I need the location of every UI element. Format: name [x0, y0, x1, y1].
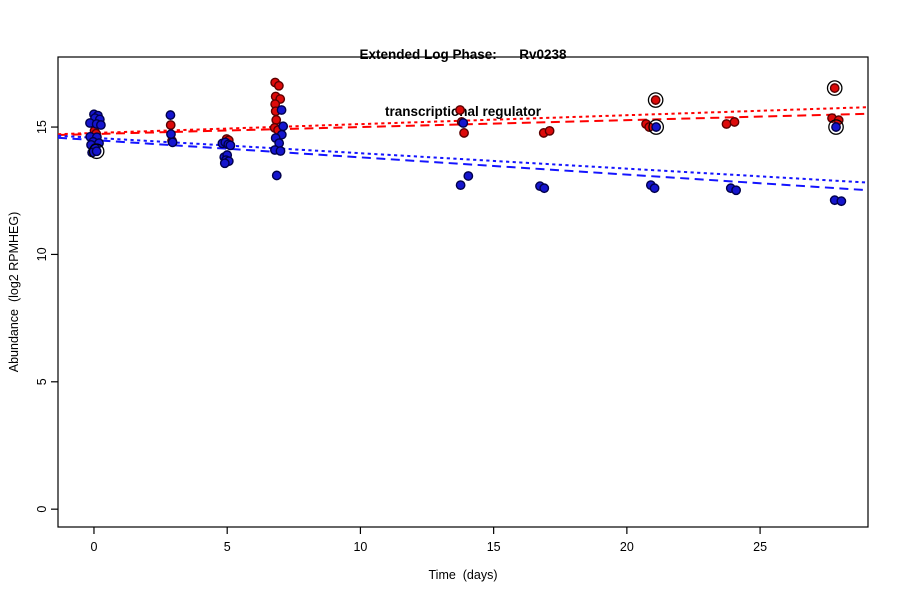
y-tick-label: 15 — [35, 120, 49, 134]
y-tick-label: 10 — [35, 247, 49, 261]
data-point — [836, 196, 847, 207]
blue-dashed-fit — [57, 136, 869, 192]
data-point — [95, 120, 106, 130]
x-axis-ticks: 0 5 10 15 20 25 — [90, 527, 767, 554]
data-point — [225, 140, 236, 151]
chart-title-line1: Extended Log Phase: Rv0238 — [359, 47, 567, 62]
data-point — [459, 128, 469, 138]
data-point — [829, 83, 840, 93]
x-tick-label: 0 — [90, 540, 97, 554]
data-point — [219, 158, 230, 169]
y-tick-label: 0 — [35, 506, 49, 513]
x-tick-label: 20 — [620, 540, 634, 554]
data-point — [458, 118, 469, 128]
data-point — [165, 120, 176, 130]
data-point — [273, 80, 284, 91]
x-axis-label: Time (days) — [428, 568, 498, 582]
data-point — [729, 117, 740, 127]
data-point — [649, 183, 660, 194]
y-tick-label: 5 — [35, 378, 49, 385]
chart-title-line2: transcriptional regulator — [384, 104, 542, 119]
blue-dotted-fit — [57, 134, 869, 184]
data-point — [275, 146, 286, 156]
circled-point-marker — [647, 92, 664, 108]
data-point — [650, 95, 661, 105]
data-point — [278, 121, 289, 132]
x-tick-label: 5 — [224, 540, 231, 554]
data-point — [455, 180, 466, 191]
circled-markers — [88, 80, 844, 160]
data-point — [721, 119, 732, 129]
data-point — [731, 185, 742, 196]
y-axis-ticks: 0 5 10 15 — [35, 120, 58, 513]
x-tick-label: 15 — [487, 540, 501, 554]
plot-box — [57, 56, 869, 528]
x-tick-label: 10 — [353, 540, 367, 554]
data-point — [91, 146, 102, 157]
data-point — [167, 137, 178, 148]
data-point — [271, 115, 282, 125]
data-point — [463, 171, 474, 181]
data-point — [651, 122, 662, 132]
x-tick-label: 25 — [753, 540, 767, 554]
data-point — [831, 122, 841, 132]
red-points — [89, 77, 844, 146]
circled-point-marker — [828, 119, 844, 135]
data-point — [166, 129, 176, 140]
data-point — [539, 183, 550, 194]
circled-point-marker — [826, 80, 843, 96]
data-point — [165, 110, 176, 120]
chart-title: Extended Log Phase: Rv0238 transcription… — [58, 7, 868, 159]
circled-point-marker — [648, 119, 665, 135]
circled-point-marker — [88, 143, 105, 160]
data-point — [271, 170, 282, 181]
data-point — [276, 105, 287, 115]
data-point — [455, 105, 465, 115]
data-point — [544, 125, 555, 136]
